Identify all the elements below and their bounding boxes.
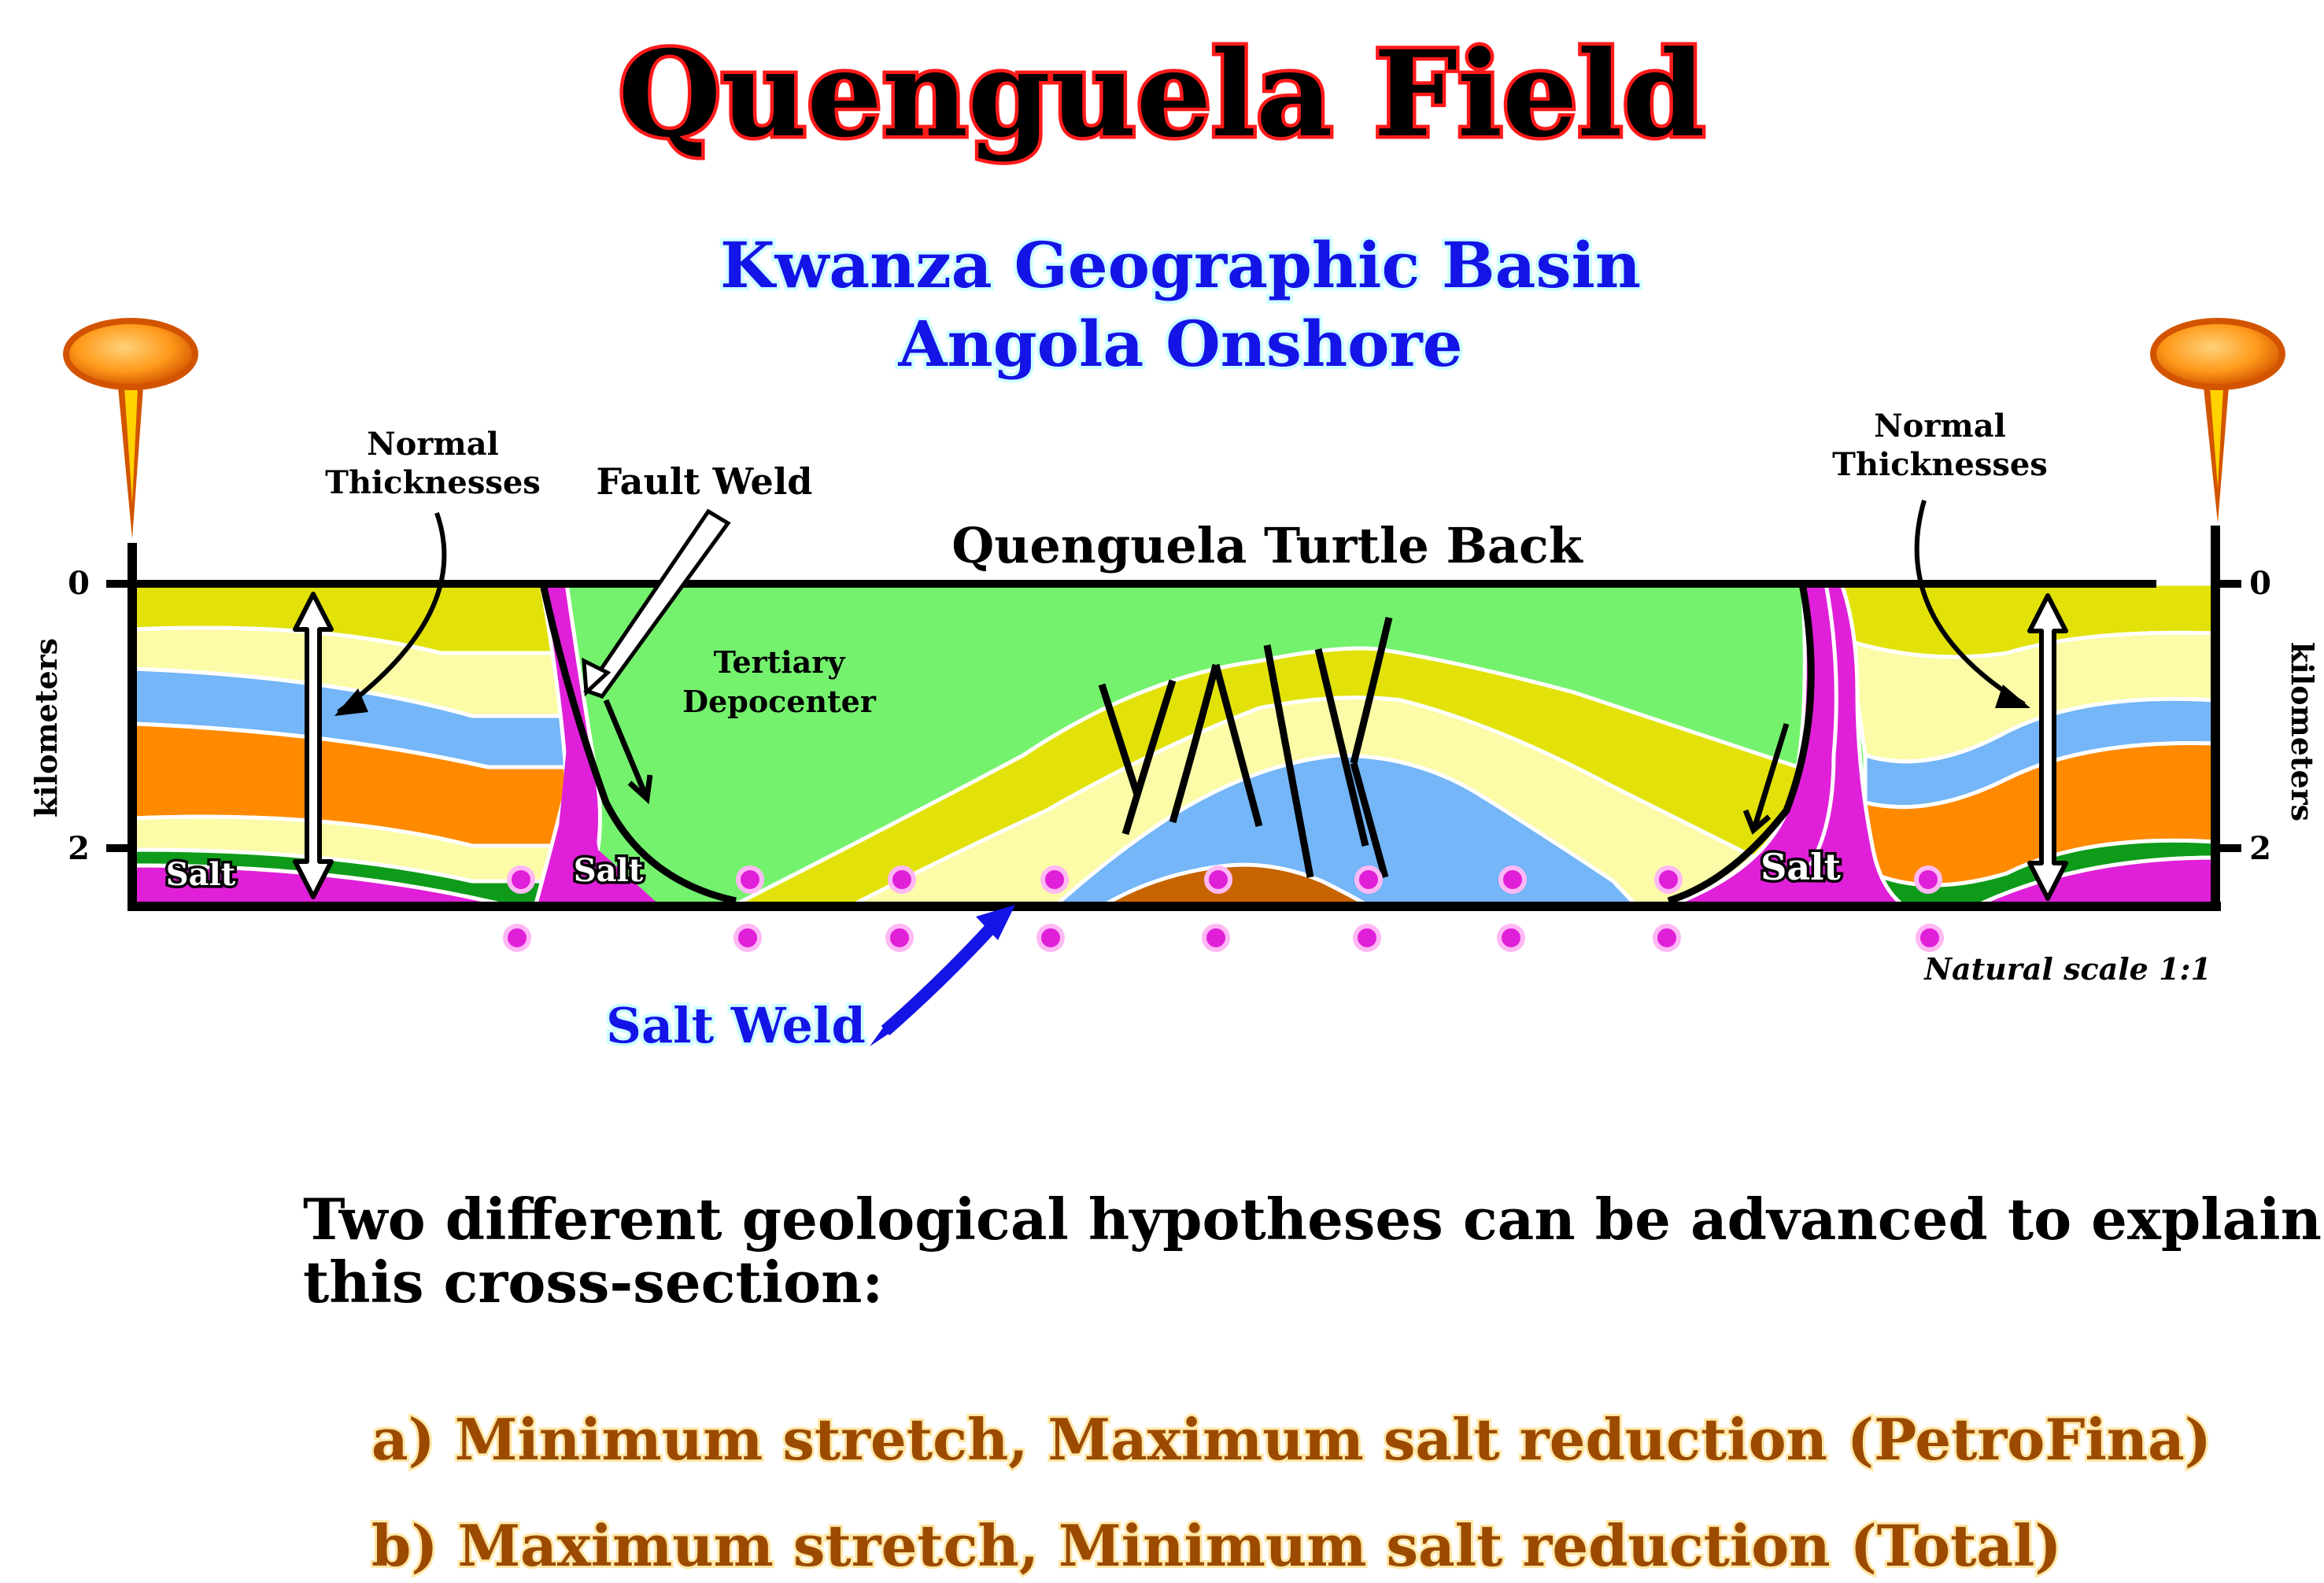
turtle-back-layers (730, 646, 1812, 906)
label-turtle-back: Quenguela Turtle Back (951, 517, 1584, 574)
label-salt-middle: Salt (574, 852, 644, 889)
axis-label-right: kilometers (2285, 642, 2320, 821)
label-normal-right-2: Thicknesses (1832, 446, 2048, 483)
salt-wall-right (1668, 584, 1908, 906)
tick-2-left: 2 (68, 830, 90, 867)
label-salt-left: Salt (166, 856, 236, 893)
label-depocenter-2: Depocenter (682, 684, 877, 719)
subtitle-line2: Angola Onshore (897, 307, 1462, 381)
flare-stack-left-icon (63, 318, 198, 539)
pointer-right (1914, 500, 2026, 707)
listric-fault-left (539, 584, 737, 905)
label-fault-weld: Fault Weld (597, 460, 813, 503)
dots-lower (503, 924, 1944, 952)
label-salt-weld: Salt Weld (606, 997, 866, 1054)
label-normal-left-1: Normal (367, 426, 499, 463)
depth-ticks (106, 580, 2241, 852)
salt-pillow-left (551, 708, 661, 906)
thickness-arrow-right (2027, 593, 2068, 901)
crestal-faults (1098, 616, 1393, 879)
pointer-left (337, 512, 447, 714)
tick-0-right: 0 (2249, 565, 2271, 602)
slip-arrows (603, 699, 1790, 835)
axis-label-left: kilometers (28, 638, 64, 817)
title: Quenguela Field (619, 25, 1705, 164)
label-normal-right-1: Normal (1874, 408, 2006, 445)
dots-upper (507, 865, 1942, 894)
subtitle-line1: Kwanza Geographic Basin (720, 228, 1641, 302)
thickness-arrow-left (293, 592, 334, 899)
listric-fault-right (1667, 584, 1815, 905)
cross-section (63, 318, 2285, 1046)
tick-0-left: 0 (68, 565, 90, 602)
label-scale: Natural scale 1:1 (1923, 951, 2211, 987)
intro-line1: Two different geological hypotheses can … (303, 1186, 2322, 1253)
label-depocenter-1: Tertiary (714, 644, 846, 680)
flare-stack-right-icon (2150, 318, 2285, 523)
intro-line2: this cross-section: (303, 1249, 883, 1315)
tick-2-right: 2 (2249, 830, 2271, 867)
label-normal-left-2: Thicknesses (325, 464, 541, 501)
hypothesis-b: b) Maximum stretch, Minimum salt reducti… (371, 1512, 2061, 1579)
hypothesis-a: a) Minimum stretch, Maximum salt reducti… (371, 1406, 2211, 1473)
label-salt-right: Salt (1761, 846, 1842, 888)
